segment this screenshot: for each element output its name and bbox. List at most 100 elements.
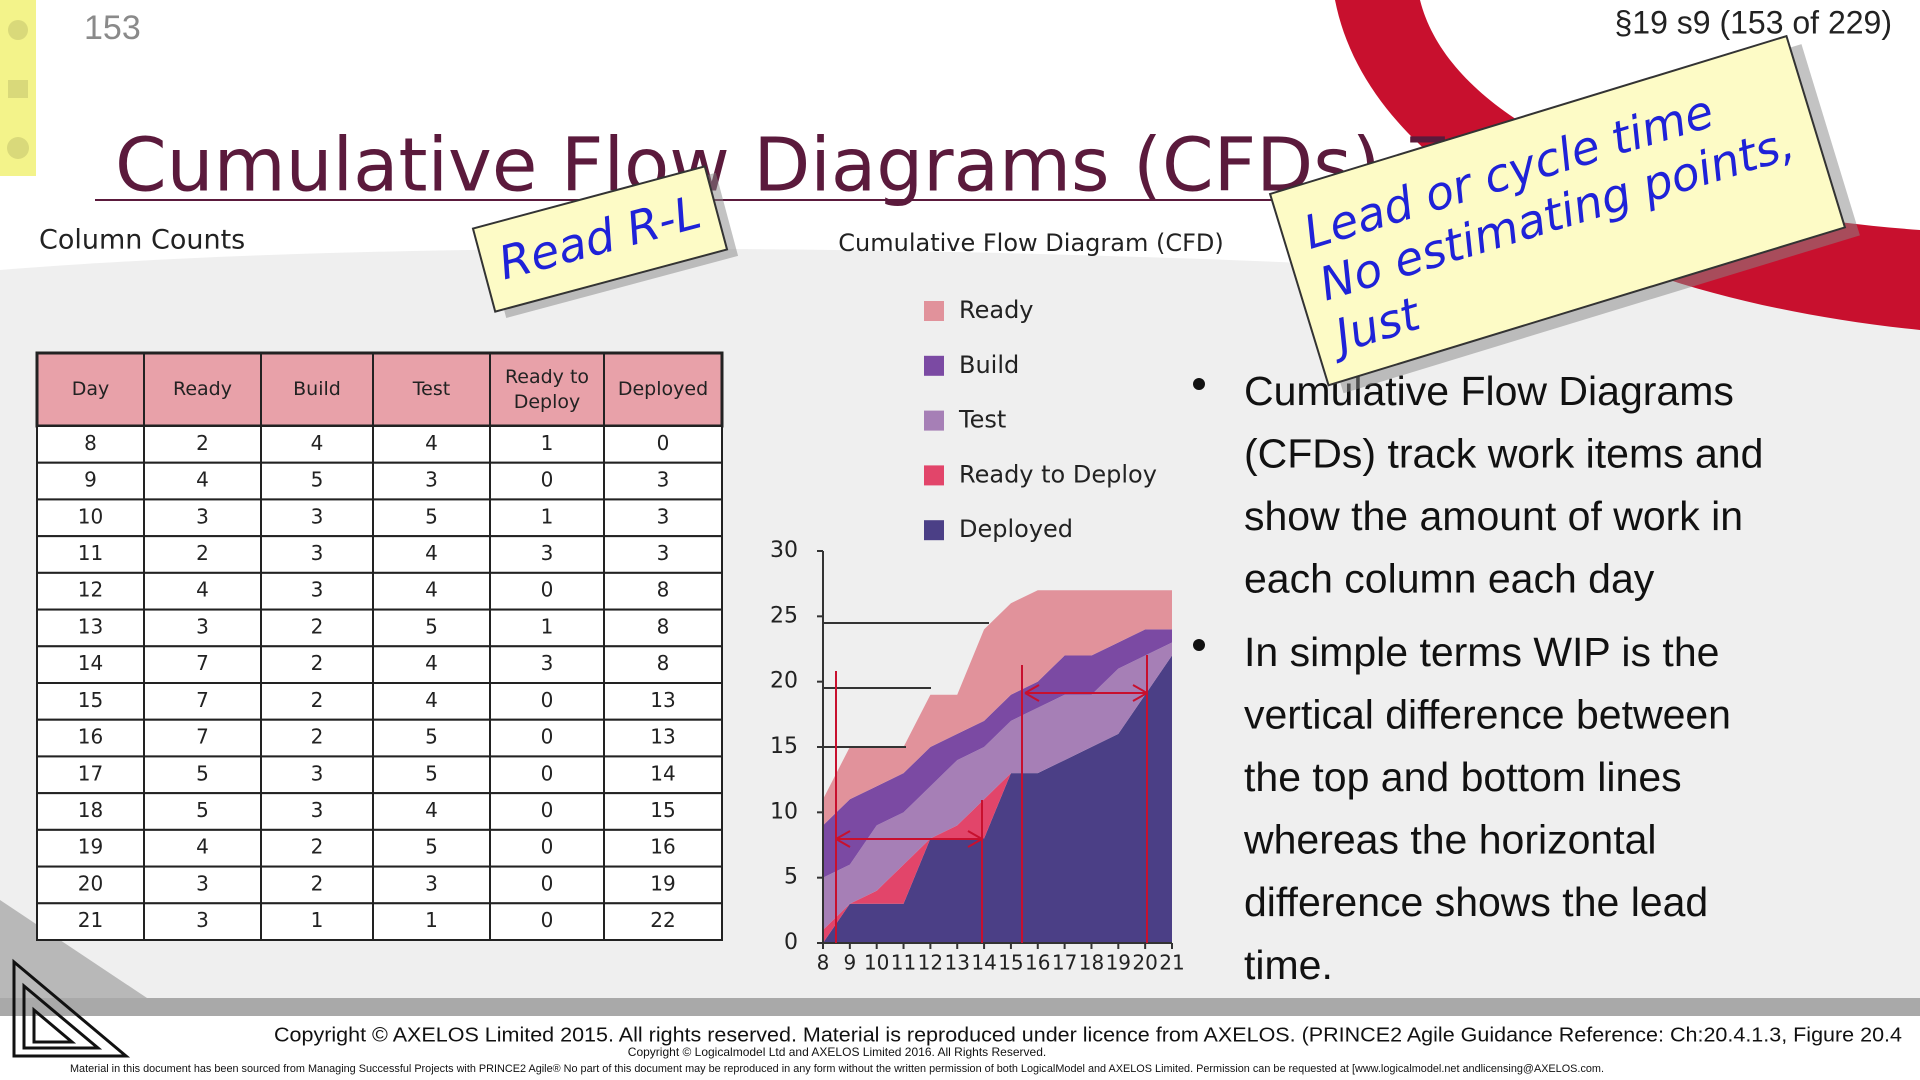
legend-swatch <box>924 520 944 541</box>
table-cell: 3 <box>311 578 324 602</box>
table-cell: 3 <box>425 871 438 895</box>
table-cell: 15 <box>650 798 675 822</box>
table-cell: 4 <box>196 835 209 859</box>
table-cell: 3 <box>657 504 670 528</box>
y-tick-label: 0 <box>784 930 798 955</box>
table-cell: 3 <box>657 468 670 492</box>
area <box>823 590 1172 826</box>
table-cell: 4 <box>425 431 438 455</box>
x-tick-label: 9 <box>843 951 856 975</box>
table-cell: 10 <box>78 504 103 528</box>
legend-label: Ready <box>959 296 1034 324</box>
area <box>823 629 1172 878</box>
table-row <box>36 498 723 538</box>
nav-icon[interactable] <box>8 20 28 40</box>
disclaimer: Material in this document has been sourc… <box>70 1063 1604 1075</box>
x-tick-label: 20 <box>1132 951 1157 975</box>
y-tick-label: 15 <box>770 734 798 759</box>
table-cell: 7 <box>196 725 209 749</box>
legend-swatch <box>924 465 944 486</box>
chart-title: Cumulative Flow Diagram (CFD) <box>838 229 1223 257</box>
area <box>823 642 1172 930</box>
table-header-text: Ready to Deploy <box>504 365 590 413</box>
slide-number: 153 <box>84 9 141 47</box>
copyright: Copyright © AXELOS Limited 2015. All rig… <box>274 1024 1902 1046</box>
table-cell: 5 <box>196 798 209 822</box>
annotations <box>823 622 1148 943</box>
table-cell: 0 <box>541 725 554 749</box>
copyright-small: Copyright © Logicalmodel Ltd and AXELOS … <box>628 1045 1046 1059</box>
x-tick-label: 15 <box>998 951 1023 975</box>
table-cell: 5 <box>425 835 438 859</box>
table-header-cell: Build <box>293 378 341 401</box>
table-cell: 3 <box>196 504 209 528</box>
table-cell: 13 <box>78 614 103 638</box>
table-cell: 21 <box>78 908 103 932</box>
bullet-text: vertical difference between <box>1244 691 1731 737</box>
table-cell: 13 <box>650 725 675 749</box>
table-cell: 4 <box>196 578 209 602</box>
table-header-text: Deployed <box>617 378 709 401</box>
table-cell: 8 <box>657 614 670 638</box>
table-cell: 2 <box>311 725 324 749</box>
x-tick-label: 8 <box>817 951 830 975</box>
table-cell: 0 <box>541 578 554 602</box>
table-cell: 5 <box>425 504 438 528</box>
table-cell: 1 <box>541 431 554 455</box>
table-cell: 16 <box>650 835 675 859</box>
note-paper <box>1268 34 1847 387</box>
y-tick-label: 10 <box>770 799 798 824</box>
table-header-text: Build <box>293 378 341 401</box>
table-cell: 19 <box>650 871 675 895</box>
legend: Ready Build Test Ready to Deploy Deployed <box>924 296 1157 543</box>
table-cell: 12 <box>78 578 103 602</box>
table-cell: 4 <box>425 578 438 602</box>
table-cell: 19 <box>78 835 103 859</box>
table-cell: 1 <box>541 614 554 638</box>
bullet-text: (CFDs) track work items and <box>1244 430 1763 476</box>
table-cell: 5 <box>425 614 438 638</box>
table-cell: 5 <box>425 725 438 749</box>
nav-info[interactable] <box>7 137 29 159</box>
logo <box>12 958 131 1058</box>
table-cell: 0 <box>541 798 554 822</box>
table-cell: 0 <box>541 908 554 932</box>
legend-swatch <box>924 355 944 376</box>
table-row <box>36 865 723 905</box>
table-cell: 17 <box>78 761 103 785</box>
table-cell: 2 <box>196 541 209 565</box>
legend-label: Build <box>959 351 1019 379</box>
table-cell: 3 <box>196 614 209 638</box>
legend-label: Test <box>958 406 1006 434</box>
x-tick-label: 19 <box>1106 951 1131 975</box>
y-tick-label: 25 <box>770 603 798 628</box>
table-cell: 20 <box>78 871 103 895</box>
footer-bar <box>0 998 1920 1016</box>
bullet-text: whereas the horizontal <box>1243 817 1657 863</box>
table-cell: 4 <box>425 651 438 675</box>
table-cell: 4 <box>196 468 209 492</box>
lead-time-arrow <box>835 830 983 848</box>
table-row <box>36 608 723 648</box>
table-cell: 11 <box>78 541 103 565</box>
table-row <box>36 682 723 721</box>
bullet-dot <box>1193 378 1205 390</box>
table-cell: 2 <box>311 835 324 859</box>
table-cell: 14 <box>78 651 103 675</box>
data-table: Day Ready Build Test Ready to Deploy Deployed… <box>35 351 724 941</box>
table-cell: 1 <box>541 504 554 528</box>
table-row <box>36 755 723 795</box>
x-tick-label: 21 <box>1159 951 1184 975</box>
table-cell: 3 <box>311 798 324 822</box>
nav-home[interactable] <box>8 80 28 98</box>
table-cell: 4 <box>425 688 438 712</box>
table-header-text: Ready <box>173 378 232 401</box>
table-cell: 5 <box>425 761 438 785</box>
table-cell: 0 <box>541 468 554 492</box>
table-cell: 3 <box>425 468 438 492</box>
table-row <box>36 902 723 941</box>
x-tick-label: 10 <box>864 951 889 975</box>
table-cell: 3 <box>311 504 324 528</box>
bullet-text: difference shows the lead <box>1244 879 1708 925</box>
